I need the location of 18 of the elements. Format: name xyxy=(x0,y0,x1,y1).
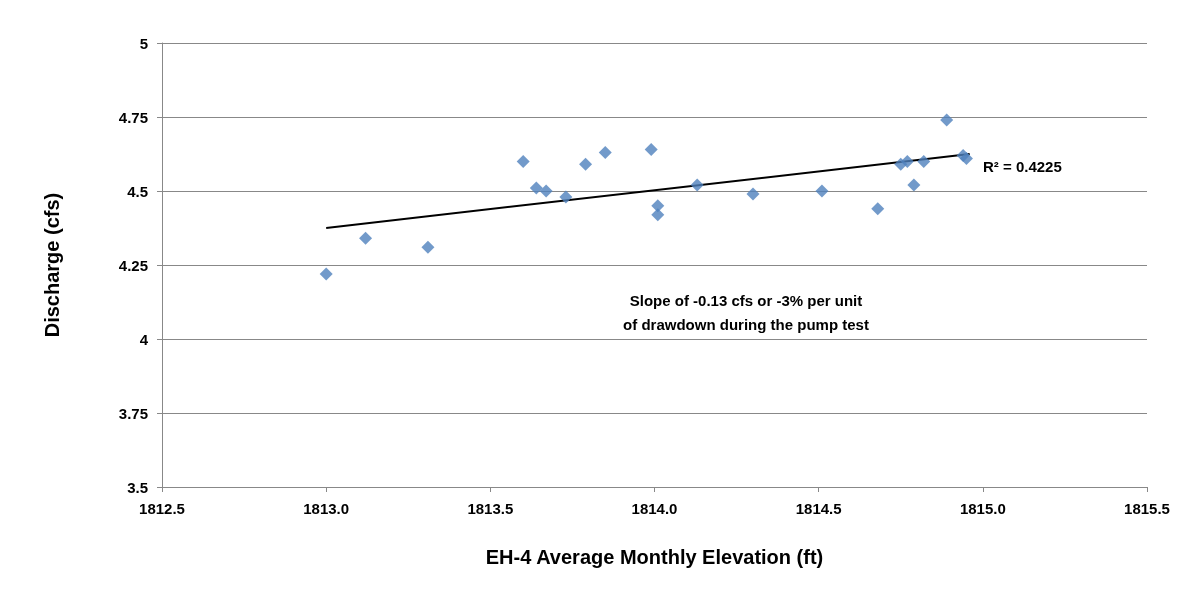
y-axis-title: Discharge (cfs) xyxy=(41,192,63,338)
y-tick-label: 3.75 xyxy=(118,404,148,422)
y-tick-label: 5 xyxy=(139,34,148,52)
x-tick-label: 1815.5 xyxy=(1124,500,1170,517)
annotation: Slope of -0.13 cfs or -3% per unit of drawdown during the pump test xyxy=(623,291,869,333)
y-tick-label: 4.25 xyxy=(118,256,148,274)
x-axis-title: EH-4 Average Monthly Elevation (ft) xyxy=(485,546,824,568)
y-tick-label: 4.75 xyxy=(118,108,148,126)
y-tick-label: 3.5 xyxy=(127,478,148,496)
x-tick-label: 1812.5 xyxy=(139,500,185,517)
x-tick-label: 1814.0 xyxy=(631,500,678,517)
y-tick-label: 4 xyxy=(139,330,149,348)
x-tick-label: 1815.0 xyxy=(959,500,1006,517)
y-tick-label: 4.5 xyxy=(127,182,148,200)
x-tick-label: 1813.5 xyxy=(467,500,514,517)
x-tick-label: 1813.0 xyxy=(303,500,350,517)
x-tick-label: 1814.5 xyxy=(795,500,842,517)
annotation: R² = 0.4225 xyxy=(983,157,1062,175)
